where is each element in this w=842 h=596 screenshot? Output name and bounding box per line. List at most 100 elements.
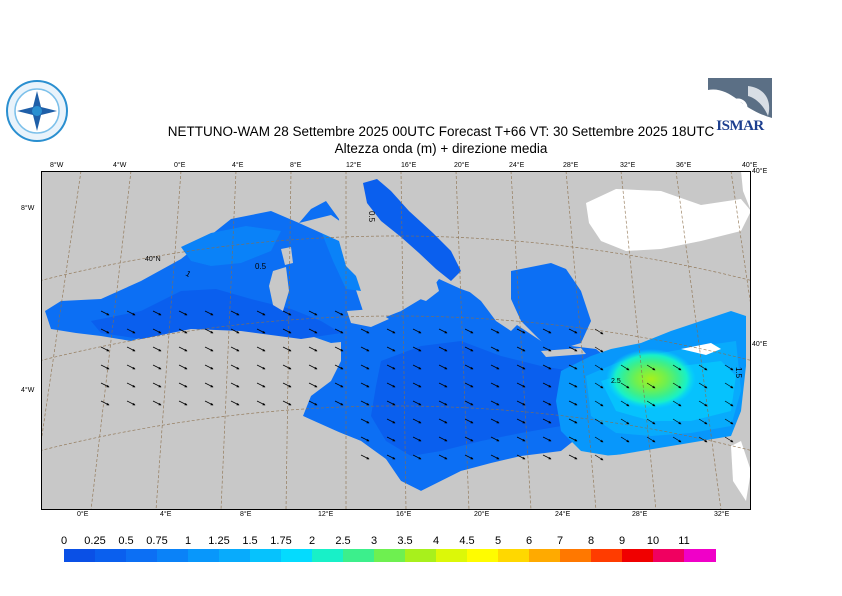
colorbar-swatch	[64, 549, 96, 562]
direction-arrow	[178, 364, 188, 370]
direction-arrow	[412, 418, 422, 424]
direction-arrow	[568, 364, 578, 370]
direction-arrow	[620, 364, 630, 371]
direction-arrow	[620, 436, 630, 443]
direction-arrow	[412, 346, 422, 352]
sea-west	[45, 201, 371, 343]
top-tick: 24°E	[509, 162, 525, 169]
title-line-2: Altezza onda (m) + direzione media	[334, 141, 548, 156]
direction-arrow	[594, 346, 604, 353]
direction-arrow	[516, 346, 526, 352]
direction-arrow	[438, 328, 448, 334]
direction-arrow	[100, 364, 110, 370]
contour-label: 0.5	[367, 211, 376, 223]
colorbar-swatch	[343, 549, 375, 562]
direction-arrow	[308, 400, 318, 406]
direction-arrow	[516, 364, 526, 370]
top-tick: 20°E	[454, 162, 470, 169]
direction-arrow	[386, 400, 396, 406]
latitude-label: 40°N	[145, 255, 161, 263]
top-tick: 32°E	[620, 162, 636, 169]
direction-arrow	[698, 436, 708, 443]
direction-arrow	[568, 328, 578, 334]
top-tick: 4°E	[232, 162, 244, 169]
wave-maximum-area	[606, 349, 696, 409]
direction-arrow	[282, 346, 292, 352]
colorbar-label: 1	[184, 535, 192, 547]
colorbar-label: 11	[678, 535, 690, 547]
direction-arrow	[152, 328, 162, 334]
direction-arrow	[594, 436, 604, 443]
direction-arrow	[386, 382, 396, 388]
direction-arrow	[594, 364, 604, 371]
colorbar-swatch	[560, 549, 592, 562]
contour-label: 0.5	[255, 262, 267, 271]
direction-arrow	[646, 400, 656, 407]
direction-arrow	[386, 418, 396, 424]
colorbar-label: 0.75	[146, 535, 168, 547]
direction-arrow	[308, 310, 318, 316]
ismar-logo	[708, 78, 772, 118]
bottom-tick: 16°E	[396, 511, 412, 518]
direction-arrow	[386, 364, 396, 370]
direction-arrow	[516, 328, 526, 334]
africa-coast	[41, 399, 751, 510]
top-tick: 8°E	[290, 162, 302, 169]
direction-arrow	[282, 328, 292, 334]
direction-arrow	[360, 364, 370, 370]
wave-direction-arrows	[100, 310, 734, 461]
colorbar-swatch	[157, 549, 189, 562]
direction-arrow	[126, 400, 136, 406]
direction-arrow	[126, 310, 136, 316]
colorbar-swatch	[250, 549, 282, 562]
direction-arrow	[256, 364, 266, 370]
direction-arrow	[178, 310, 188, 316]
contour-label: 1	[184, 269, 193, 279]
bottom-tick: 24°E	[555, 511, 571, 518]
direction-arrow	[724, 436, 734, 443]
colorbar-label: 8	[587, 535, 595, 547]
direction-arrow	[464, 328, 474, 334]
direction-arrow	[230, 400, 240, 406]
direction-arrow	[152, 364, 162, 370]
direction-arrow	[672, 382, 682, 389]
direction-arrow	[724, 400, 734, 407]
direction-arrow	[516, 418, 526, 424]
direction-arrow	[360, 454, 370, 460]
direction-arrow	[100, 310, 110, 316]
direction-arrow	[230, 328, 240, 334]
direction-arrow	[568, 436, 578, 442]
direction-arrow	[256, 382, 266, 388]
direction-arrow	[100, 400, 110, 406]
direction-arrow	[256, 310, 266, 316]
colorbar-swatch	[591, 549, 623, 562]
direction-arrow	[594, 400, 604, 407]
direction-arrow	[516, 454, 526, 460]
colorbar-label: 4.5	[459, 535, 475, 547]
direction-arrow	[438, 346, 448, 352]
direction-arrow	[542, 418, 552, 424]
colorbar-label: 0.25	[84, 535, 106, 547]
top-tick: 8°W	[50, 162, 64, 169]
colorbar-swatch	[498, 549, 530, 562]
direction-arrow	[438, 364, 448, 370]
direction-arrow	[386, 436, 396, 442]
sea-adriatic	[363, 179, 461, 281]
colorbar-swatch	[126, 549, 158, 562]
direction-arrow	[542, 346, 552, 352]
direction-arrow	[256, 328, 266, 334]
sardinia	[269, 267, 289, 311]
top-tick: 0°E	[174, 162, 186, 169]
direction-arrow	[568, 346, 578, 352]
direction-arrow	[490, 454, 500, 460]
colorbar-label: 0.5	[118, 535, 134, 547]
direction-arrow	[204, 382, 214, 388]
direction-arrow	[282, 364, 292, 370]
left-tick: 8°W	[21, 205, 35, 212]
colorbar-swatch	[281, 549, 313, 562]
direction-arrow	[386, 346, 396, 352]
colorbar-swatch	[436, 549, 468, 562]
bottom-tick: 4°E	[160, 511, 172, 518]
direction-arrow	[360, 328, 370, 334]
direction-arrow	[412, 364, 422, 370]
